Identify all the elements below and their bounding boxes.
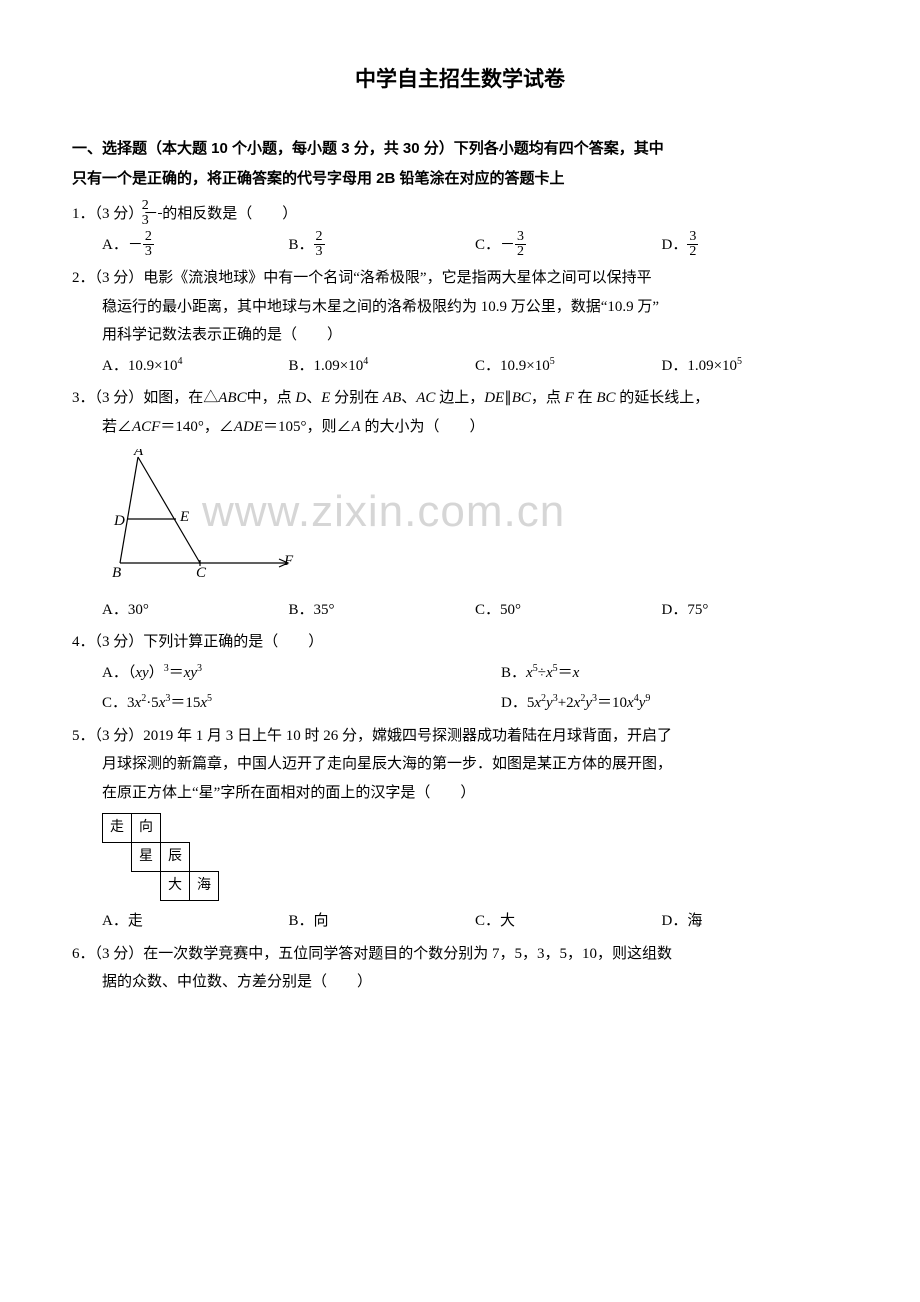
q2-l3: 用科学记数法表示正确的是（ ） [72, 321, 848, 350]
q3-optC: C．50° [475, 596, 662, 625]
question-4: 4．（3 分）下列计算正确的是（ ） A．（xy）3＝xy3 B．x5÷x5＝x… [72, 628, 848, 718]
q1-post: 的相反数是（ ） [162, 206, 297, 222]
q3-options: A．30° B．35° C．50° D．75° [72, 596, 848, 625]
q2-optA: A．10.9×104 [102, 352, 289, 381]
q4-row2: C．3x2·5x3＝15x5 D．5x2y3+2x2y3＝10x4y9 [72, 689, 848, 718]
cube-cell: 向 [132, 814, 161, 843]
q4-optA: A．（xy）3＝xy3 [102, 659, 501, 688]
q4-optD: D．5x2y3+2x2y3＝10x4y9 [501, 689, 848, 718]
q1-optD: D．32 [662, 231, 849, 260]
q5-optC: C．大 [475, 907, 662, 936]
q1-optC: C．－32 [475, 231, 662, 260]
q2-l2: 稳运行的最小距离，其中地球与木星之间的洛希极限约为 10.9 万公里，数据“10… [72, 293, 848, 322]
q1-optA: A．－23 [102, 231, 289, 260]
q3-l1: 3．（3 分）如图，在△ABC中，点 D、E 分别在 AB、AC 边上，DE∥B… [72, 384, 848, 413]
cube-cell: 大 [161, 872, 190, 901]
cube-cell: 辰 [161, 843, 190, 872]
q6-l2: 据的众数、中位数、方差分别是（ ） [72, 968, 848, 997]
q5-l3: 在原正方体上“星”字所在面相对的面上的汉字是（ ） [72, 779, 848, 808]
svg-text:C: C [196, 565, 207, 577]
q3-l2: 若∠ACF＝140°，∠ADE＝105°，则∠A 的大小为（ ） [72, 413, 848, 442]
svg-text:E: E [179, 509, 189, 525]
q3-optA: A．30° [102, 596, 289, 625]
page-title: 中学自主招生数学试卷 [72, 60, 848, 100]
q1-frac: 23 [158, 199, 162, 228]
q1-optB: B．23 [289, 231, 476, 260]
q3-optB: B．35° [289, 596, 476, 625]
question-1: 1．（3 分）－23的相反数是（ ） A．－23 B．23 C．－32 D．32 [72, 200, 848, 260]
q5-optA: A．走 [102, 907, 289, 936]
svg-text:F: F [283, 553, 294, 569]
q4-row1: A．（xy）3＝xy3 B．x5÷x5＝x [72, 659, 848, 688]
q3-optD: D．75° [662, 596, 849, 625]
q2-optD: D．1.09×105 [662, 352, 849, 381]
q2-optB: B．1.09×104 [289, 352, 476, 381]
cube-net-figure: 走 向 星 辰 大 海 [102, 813, 219, 901]
q1-stem: 1．（3 分）－23的相反数是（ ） [72, 200, 848, 229]
q6-l1: 6．（3 分）在一次数学竞赛中，五位同学答对题目的个数分别为 7，5，3，5，1… [72, 940, 848, 969]
question-2: 2．（3 分）电影《流浪地球》中有一个名词“洛希极限”，它是指两大星体之间可以保… [72, 264, 848, 380]
cube-cell: 走 [103, 814, 132, 843]
section-header: 一、选择题（本大题 10 个小题，每小题 3 分，共 30 分）下列各小题均有四… [72, 134, 848, 194]
q5-optD: D．海 [662, 907, 849, 936]
q4-optB: B．x5÷x5＝x [501, 659, 848, 688]
q2-optC: C．10.9×105 [475, 352, 662, 381]
q4-optC: C．3x2·5x3＝15x5 [102, 689, 501, 718]
q5-l2: 月球探测的新篇章，中国人迈开了走向星辰大海的第一步．如图是某正方体的展开图， [72, 750, 848, 779]
q5-options: A．走 B．向 C．大 D．海 [72, 907, 848, 936]
q5-l1: 5．（3 分）2019 年 1 月 3 日上午 10 时 26 分，嫦娥四号探测… [72, 722, 848, 751]
page: 中学自主招生数学试卷 一、选择题（本大题 10 个小题，每小题 3 分，共 30… [72, 60, 848, 997]
cube-cell: 海 [190, 872, 219, 901]
section-header-line2: 只有一个是正确的，将正确答案的代号字母用 2B 铅笔涂在对应的答题卡上 [72, 164, 848, 194]
question-6: 6．（3 分）在一次数学竞赛中，五位同学答对题目的个数分别为 7，5，3，5，1… [72, 940, 848, 997]
q1-options: A．－23 B．23 C．－32 D．32 [72, 231, 848, 260]
q4-stem: 4．（3 分）下列计算正确的是（ ） [72, 628, 848, 657]
cube-cell: 星 [132, 843, 161, 872]
svg-text:A: A [133, 449, 144, 459]
triangle-diagram: A B C F D E [102, 449, 307, 577]
svg-text:B: B [112, 565, 121, 577]
q2-options: A．10.9×104 B．1.09×104 C．10.9×105 D．1.09×… [72, 352, 848, 381]
section-header-line1: 一、选择题（本大题 10 个小题，每小题 3 分，共 30 分）下列各小题均有四… [72, 134, 848, 164]
q2-l1: 2．（3 分）电影《流浪地球》中有一个名词“洛希极限”，它是指两大星体之间可以保… [72, 264, 848, 293]
svg-text:D: D [113, 513, 125, 529]
q5-optB: B．向 [289, 907, 476, 936]
question-3: 3．（3 分）如图，在△ABC中，点 D、E 分别在 AB、AC 边上，DE∥B… [72, 384, 848, 624]
question-5: 5．（3 分）2019 年 1 月 3 日上午 10 时 26 分，嫦娥四号探测… [72, 722, 848, 936]
q3-figure: A B C F D E [102, 449, 848, 588]
